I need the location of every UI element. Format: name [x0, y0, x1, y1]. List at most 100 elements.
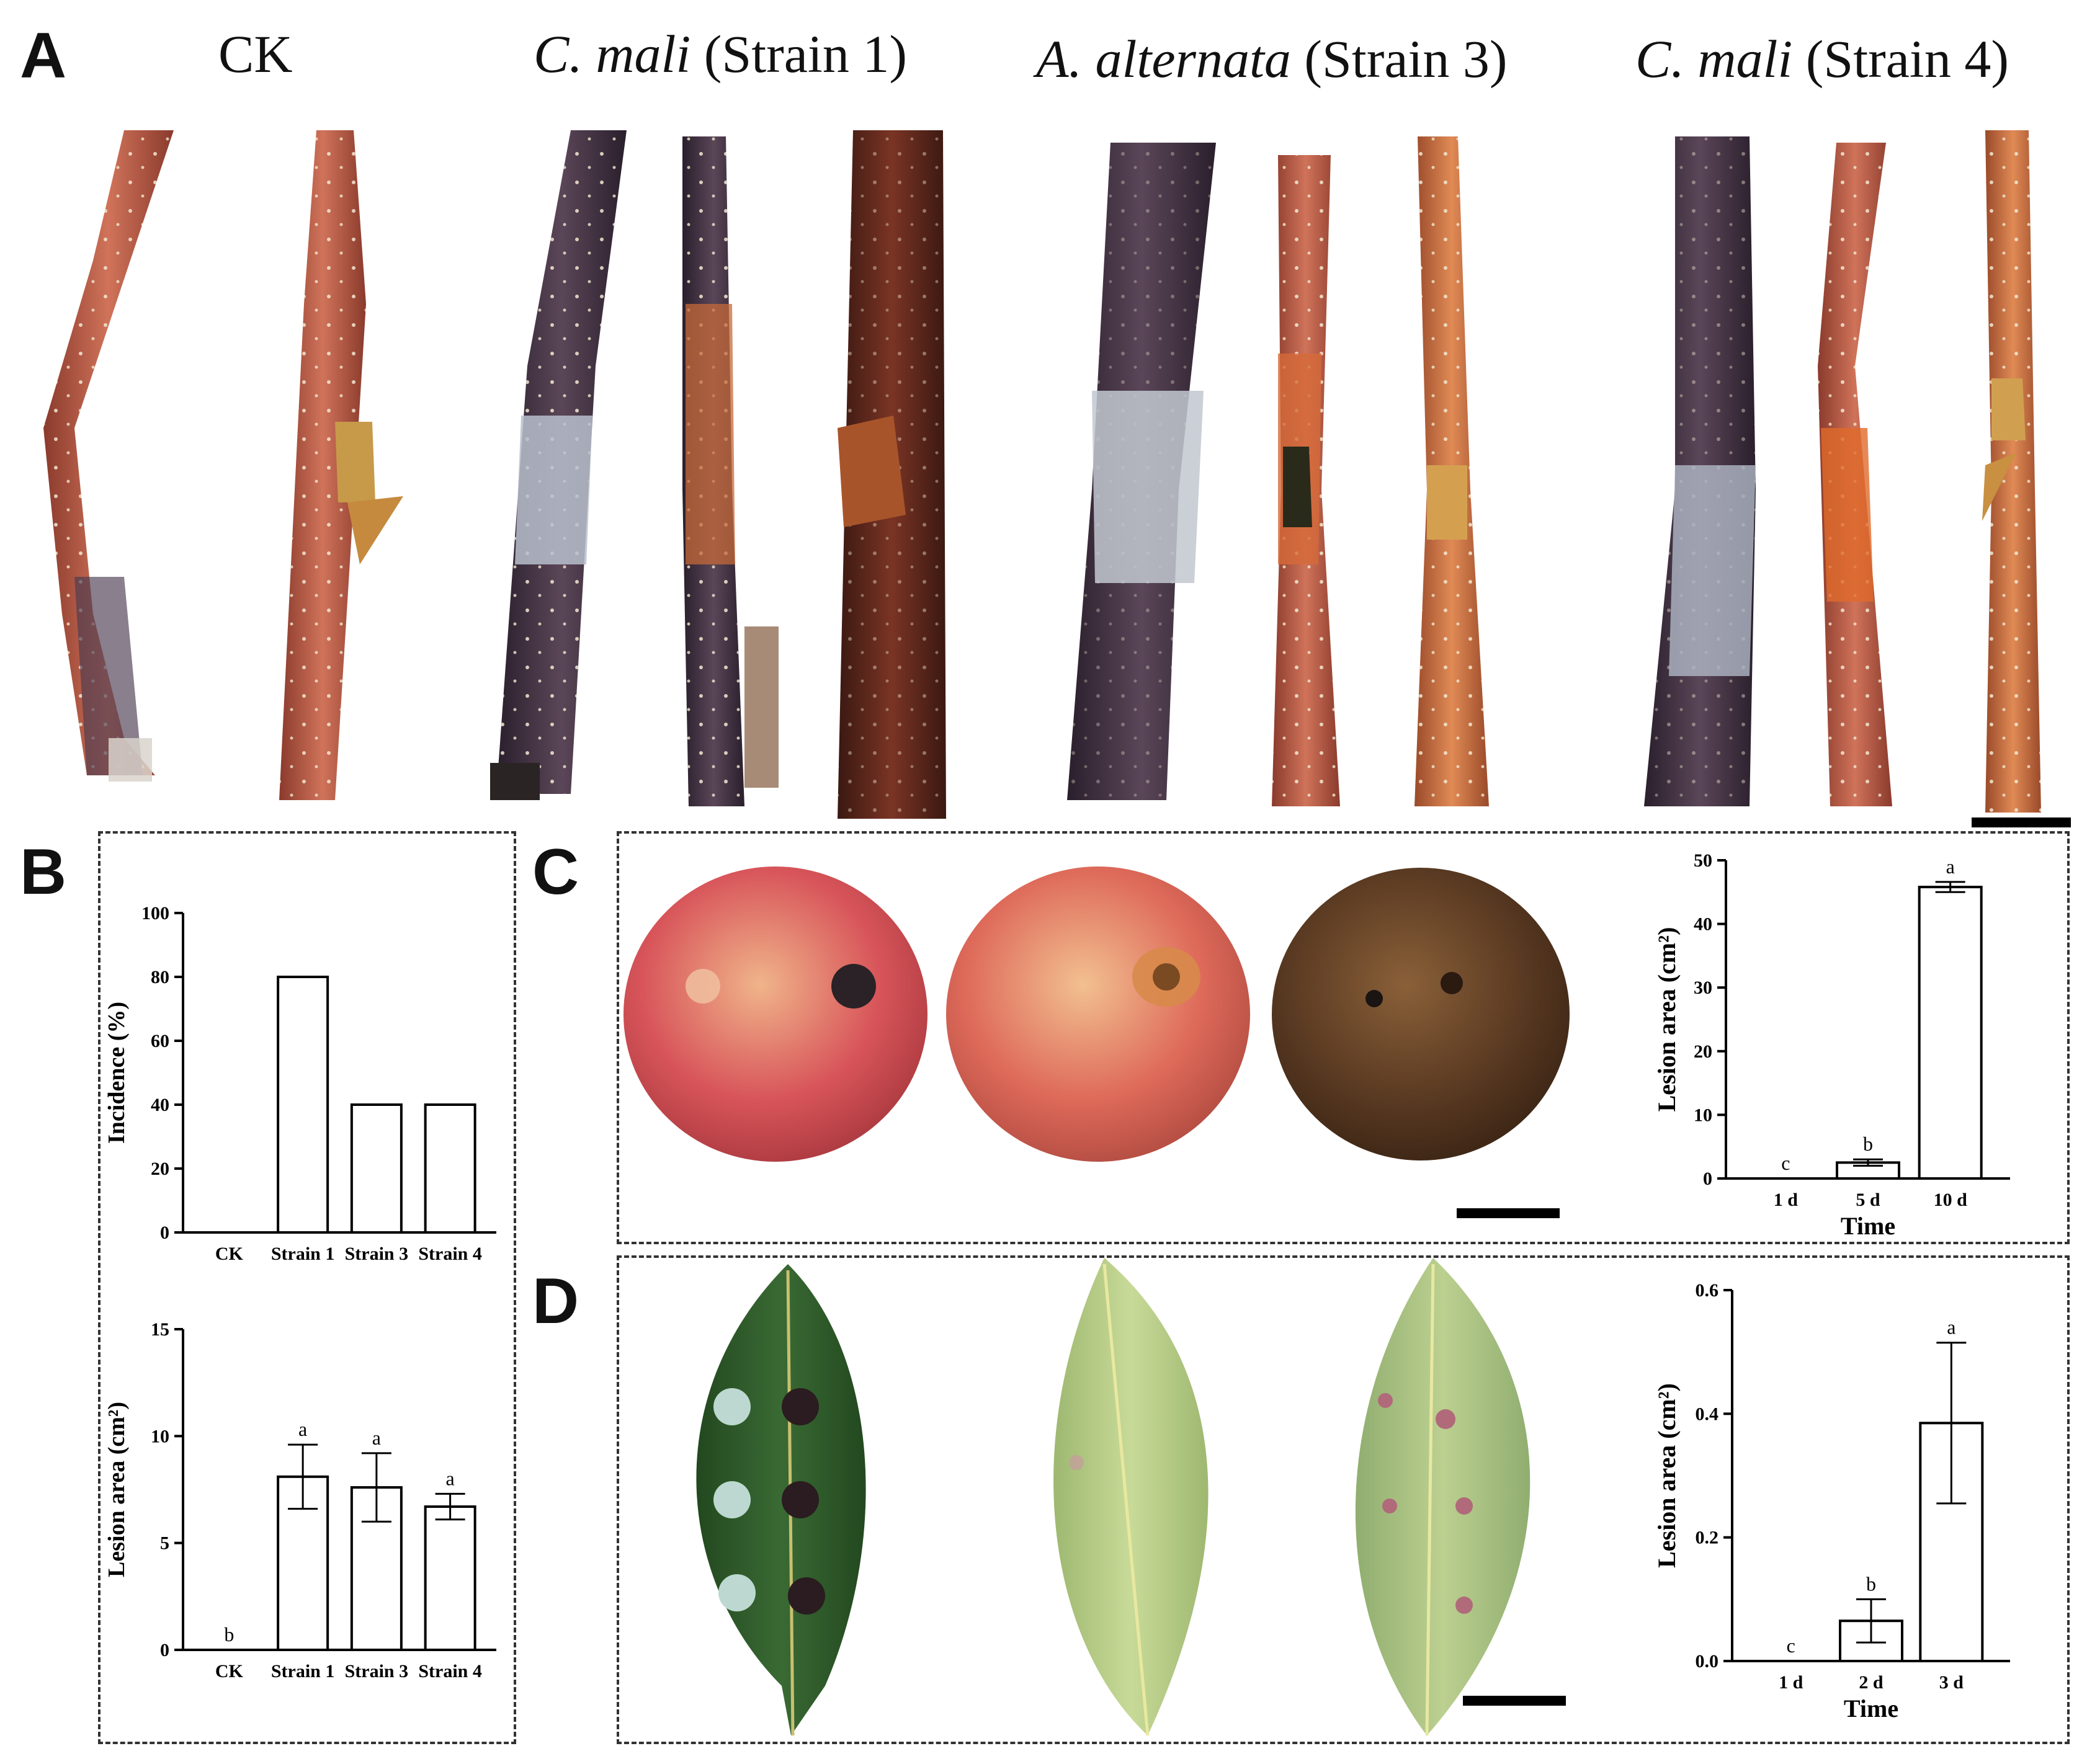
x-tick-label: 1 d — [1779, 1672, 1803, 1693]
y-tick-label: 15 — [151, 1319, 169, 1340]
branch-strain4-3 — [1982, 130, 2041, 813]
panel-letter-b: B — [20, 836, 67, 908]
title-cmali-strain4: C. mali (Strain 4) — [1635, 32, 2009, 86]
chart-incidence: 0 20 40 60 80 100 Incidence (%) CK Strain 1 Strai… — [104, 903, 496, 1264]
x-tick-label: Strain 1 — [271, 1244, 335, 1264]
leaf-photos — [696, 1258, 1531, 1736]
bar — [350, 1486, 403, 1651]
y-tick-label: 0 — [160, 1640, 169, 1660]
significance-letter: a — [446, 1467, 455, 1489]
x-tick-label: Strain 1 — [271, 1661, 335, 1682]
bar — [1918, 886, 1983, 1180]
x-axis-label: Time — [1841, 1212, 1895, 1240]
y-tick-label: 0.4 — [1696, 1404, 1719, 1424]
scale-bar-d — [1463, 1696, 1566, 1706]
chart-lesion-branch: 0 5 10 15 Lesion area (cm²) b CK a Strain 1 a Stra… — [104, 1319, 496, 1682]
bar — [424, 1103, 476, 1234]
apple-day5 — [946, 866, 1250, 1162]
y-tick-label: 0 — [160, 1223, 169, 1243]
branch-strain1-2 — [682, 136, 779, 806]
title-strain1-text: (Strain 1) — [690, 24, 907, 84]
x-tick-label: 2 d — [1859, 1672, 1884, 1693]
significance-letter: a — [1946, 855, 1955, 878]
chart-lesion-fruit: 0 10 20 30 40 50 Lesion area (cm²) c 1 d b 5 d a 10 … — [1653, 850, 2010, 1240]
x-tick-label: Strain 4 — [418, 1244, 482, 1264]
x-tick-label: 3 d — [1939, 1672, 1964, 1693]
significance-letter: a — [1947, 1316, 1955, 1339]
significance-letter: b — [1863, 1133, 1873, 1155]
scale-bar-a — [1972, 817, 2071, 827]
panel-letter-d: D — [532, 1265, 579, 1337]
bar — [424, 1505, 476, 1651]
title-cmali-strain1: C. mali (Strain 1) — [534, 27, 907, 81]
title-strain3-text: (Strain 3) — [1290, 29, 1508, 89]
y-tick-label: 50 — [1694, 850, 1712, 871]
x-tick-label: 1 d — [1774, 1190, 1799, 1210]
branch-ck-2 — [279, 130, 403, 800]
title-ck-text: CK — [218, 24, 293, 84]
branch-strain3-3 — [1414, 136, 1489, 806]
branch-strain1-1 — [490, 130, 627, 800]
branch-photos — [43, 130, 2041, 819]
apple-day1 — [623, 866, 927, 1162]
y-axis-label: Lesion area (cm²) — [1653, 1383, 1681, 1568]
significance-letter: b — [1866, 1572, 1876, 1595]
x-tick-label: Strain 3 — [345, 1661, 409, 1682]
x-tick-label: CK — [215, 1244, 244, 1264]
significance-letter: b — [224, 1623, 234, 1646]
y-tick-label: 20 — [151, 1159, 169, 1179]
y-tick-label: 30 — [1694, 978, 1712, 998]
significance-letter: c — [1781, 1152, 1790, 1174]
apple-day10 — [1272, 868, 1570, 1160]
y-tick-label: 60 — [151, 1031, 169, 1051]
branch-strain1-3 — [838, 130, 946, 819]
branch-strain4-2 — [1818, 143, 1892, 806]
branch-strain3-1 — [1067, 143, 1216, 800]
bar — [350, 1103, 403, 1234]
y-tick-label: 10 — [151, 1426, 169, 1446]
bar — [277, 976, 329, 1234]
significance-letter: a — [298, 1418, 307, 1440]
leaf-day3 — [1355, 1258, 1531, 1736]
significance-letter: c — [1787, 1634, 1795, 1657]
panel-letter-a: A — [20, 20, 67, 92]
y-tick-label: 0.0 — [1696, 1651, 1719, 1672]
x-axis-label: Time — [1844, 1695, 1898, 1722]
y-tick-label: 40 — [1694, 914, 1712, 935]
scale-bar-c — [1457, 1208, 1560, 1218]
panel-letter-c: C — [532, 836, 579, 908]
y-tick-label: 0.6 — [1696, 1280, 1719, 1301]
x-tick-label: CK — [215, 1661, 244, 1682]
x-tick-label: Strain 3 — [345, 1244, 409, 1264]
y-tick-label: 10 — [1694, 1105, 1712, 1125]
leaf-day1 — [696, 1264, 866, 1736]
y-tick-label: 5 — [160, 1533, 169, 1554]
y-axis-label: Lesion area (cm²) — [104, 1402, 130, 1577]
branch-strain4-1 — [1644, 136, 1756, 806]
branch-strain3-2 — [1272, 155, 1340, 806]
chart-lesion-leaf: 0.0 0.2 0.4 0.6 Lesion area (cm²) c 1 d b 2 d a 3 … — [1653, 1280, 2010, 1722]
panel-d-box — [617, 1255, 2070, 1744]
leaf-day2 — [1053, 1258, 1209, 1736]
apple-photos — [623, 866, 1570, 1162]
x-tick-label: Strain 4 — [418, 1661, 482, 1682]
panel-b-box — [98, 831, 516, 1744]
x-tick-label: 5 d — [1856, 1190, 1880, 1210]
y-axis-label: Lesion area (cm²) — [1653, 927, 1681, 1112]
y-tick-label: 40 — [151, 1095, 169, 1115]
y-tick-label: 20 — [1694, 1041, 1712, 1062]
y-tick-label: 0 — [1703, 1169, 1712, 1189]
branch-ck-1 — [43, 130, 174, 782]
title-aalternata-strain3: A. alternata (Strain 3) — [1036, 32, 1508, 86]
title-strain4-text: (Strain 4) — [1792, 29, 2009, 89]
y-tick-label: 100 — [141, 903, 169, 924]
title-strain3-species: A. alternata — [1036, 29, 1291, 89]
y-axis-label: Incidence (%) — [104, 1002, 130, 1144]
significance-letter: a — [372, 1427, 381, 1449]
x-tick-label: 10 d — [1934, 1190, 1968, 1210]
title-strain4-species: C. mali — [1635, 29, 1793, 89]
title-ck: CK — [218, 27, 292, 81]
title-strain1-species: C. mali — [534, 24, 691, 84]
y-tick-label: 0.2 — [1696, 1528, 1719, 1548]
